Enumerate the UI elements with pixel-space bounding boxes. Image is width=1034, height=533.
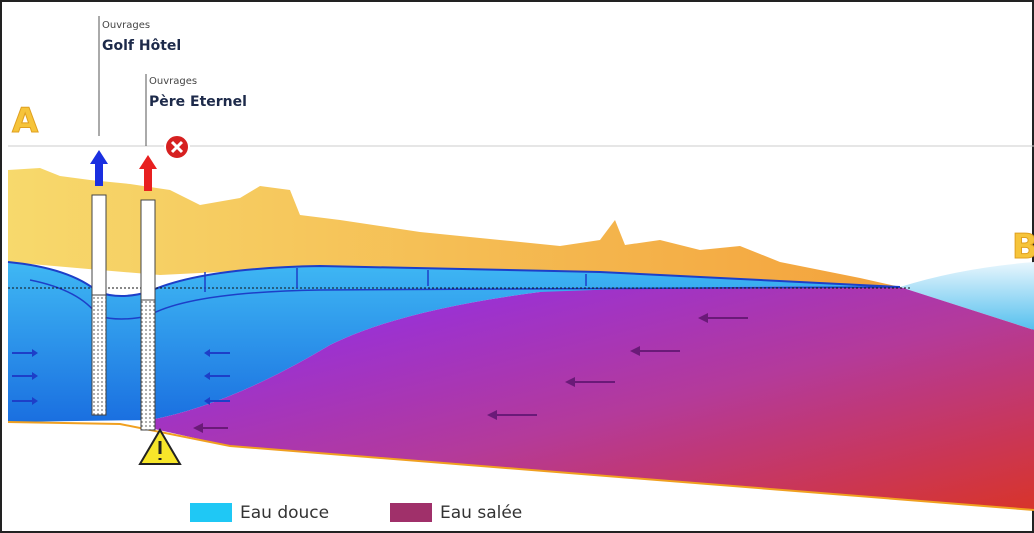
well-casing xyxy=(91,194,107,296)
pump-arrow xyxy=(90,150,108,186)
legend-swatch xyxy=(390,503,432,522)
salt-water xyxy=(150,286,1034,510)
well-casing xyxy=(140,199,156,301)
legend-label: Eau douce xyxy=(240,503,329,523)
fresh-water xyxy=(8,262,900,422)
sea xyxy=(900,262,1034,330)
section-label: B xyxy=(1012,227,1034,267)
section-label: A xyxy=(12,101,39,141)
well-caption: Ouvrages xyxy=(102,20,150,31)
well-name: Père Eternel xyxy=(149,94,247,110)
bedrock-line xyxy=(7,421,1034,511)
legend-swatch xyxy=(190,503,232,522)
well-caption: Ouvrages xyxy=(149,76,197,87)
land xyxy=(8,168,900,287)
pump-arrow xyxy=(139,155,157,191)
well-name: Golf Hôtel xyxy=(102,38,181,54)
well-screen xyxy=(140,299,156,431)
inflow-arrows xyxy=(12,349,230,405)
closed-icon-cross xyxy=(170,140,184,154)
well-screen xyxy=(91,294,107,416)
drawdown-arrows xyxy=(204,268,587,292)
legend-label: Eau salée xyxy=(440,503,522,523)
